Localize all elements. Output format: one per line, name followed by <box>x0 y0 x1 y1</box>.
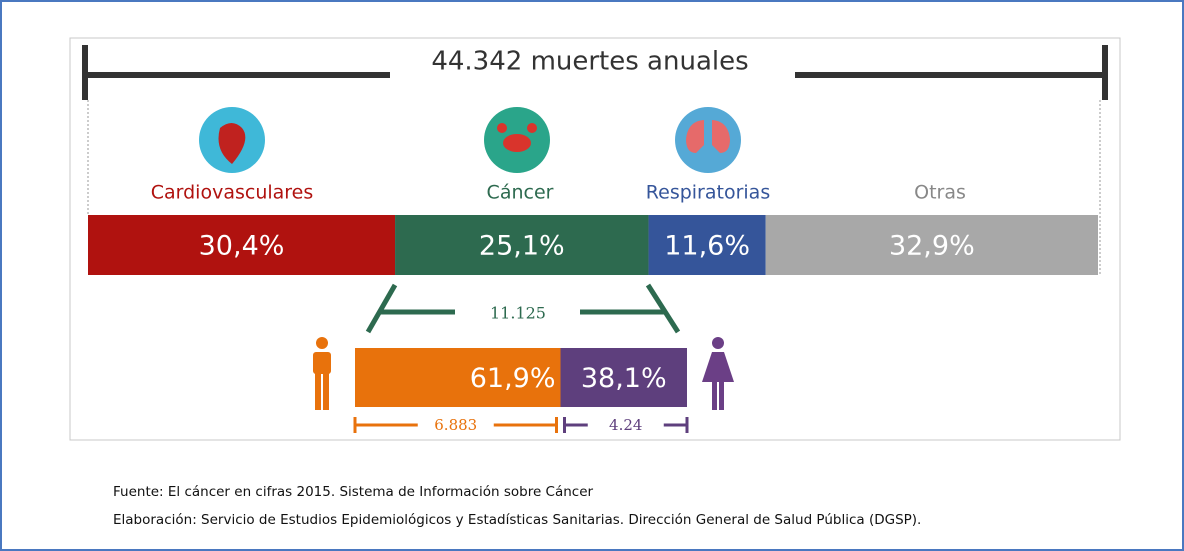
value-label: 32,9% <box>889 231 975 262</box>
icon-lungs <box>675 107 741 173</box>
credit: Elaboración: Servicio de Estudios Epidem… <box>113 512 921 528</box>
cancer-bracket <box>365 283 681 334</box>
category-label: Otras <box>914 182 966 204</box>
category-label: Respiratorias <box>646 182 770 204</box>
icon-woman <box>702 337 734 410</box>
category-label: Cardiovasculares <box>151 182 314 204</box>
source: Fuente: El cáncer en cifras 2015. Sistem… <box>113 484 594 500</box>
icon-crab <box>484 107 550 173</box>
bar-segment <box>88 215 396 275</box>
count-label: 4.24 <box>609 416 642 434</box>
guides <box>87 100 1101 275</box>
value-label: 25,1% <box>479 231 565 262</box>
count-label: 6.883 <box>434 416 477 434</box>
bar-segment <box>765 215 1098 275</box>
bar-segment <box>560 348 687 407</box>
bar-segment <box>355 348 561 407</box>
bar-segment <box>648 215 766 275</box>
value-label: 11,6% <box>664 231 750 262</box>
cancer-total: 11.125 <box>490 304 546 323</box>
chart-title: 44.342 muertes anuales <box>431 47 748 77</box>
bar-segment <box>395 215 649 275</box>
icon-heart <box>199 107 265 173</box>
value-label: 30,4% <box>199 231 285 262</box>
total-bracket <box>82 45 1108 100</box>
category-label: Cáncer <box>487 182 554 204</box>
panel <box>69 37 1121 441</box>
icon-man <box>313 337 331 410</box>
value-label: 61,9% <box>470 363 556 394</box>
value-label: 38,1% <box>581 363 667 394</box>
